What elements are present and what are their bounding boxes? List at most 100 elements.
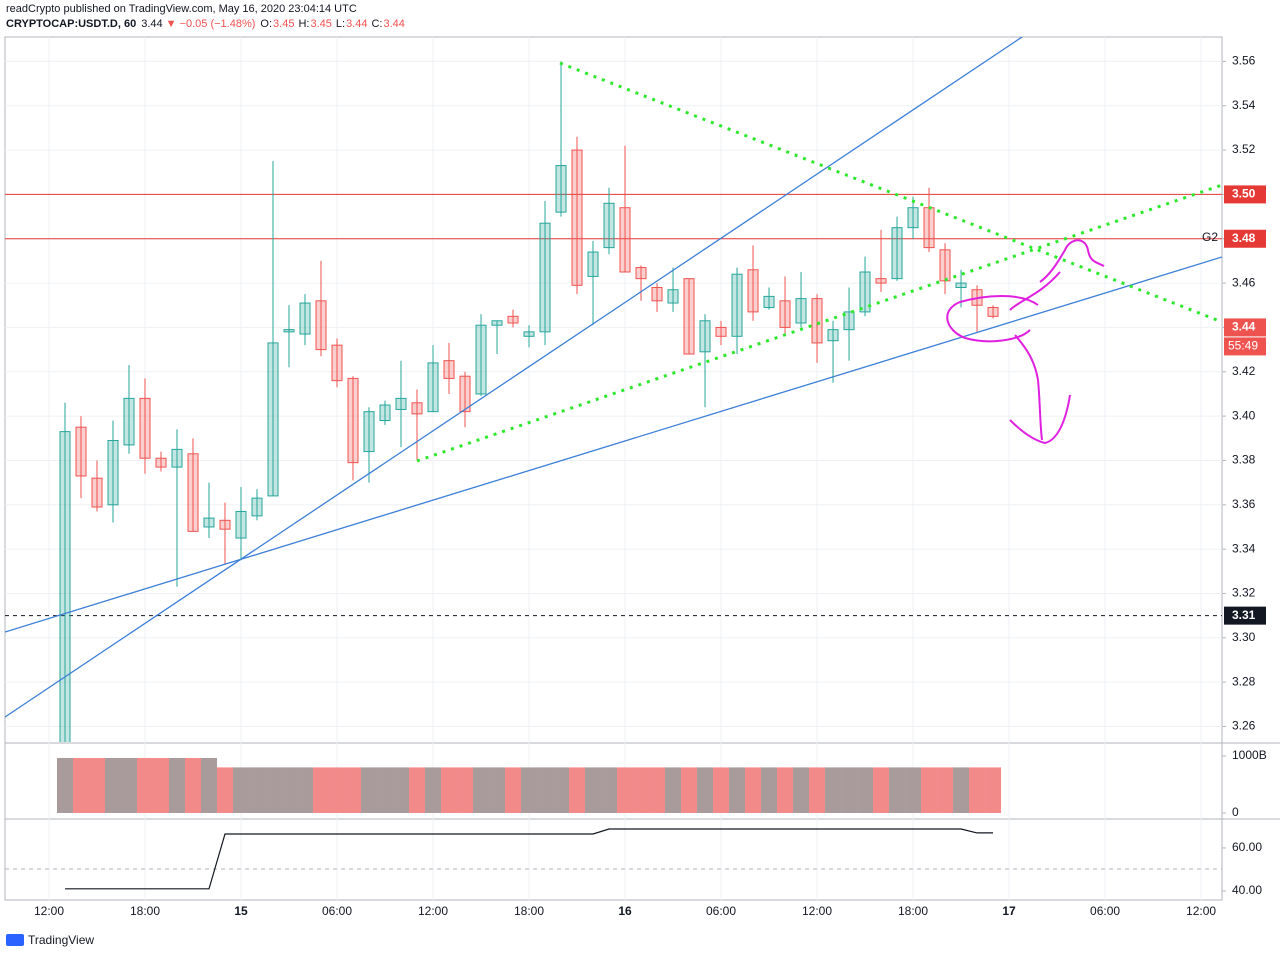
- candle-body: [379, 404, 391, 422]
- volume-bar: [185, 757, 202, 813]
- candle-body: [619, 207, 631, 273]
- volume-bar: [841, 767, 858, 813]
- candle-body: [107, 439, 119, 506]
- volume-bar: [217, 767, 234, 813]
- candle-body: [315, 300, 327, 351]
- y-tick-label: 3.52: [1232, 142, 1256, 156]
- price-level-label: 3.31: [1232, 608, 1256, 622]
- volume-bar: [809, 767, 826, 813]
- brand: TradingView: [28, 933, 94, 947]
- candle-body: [395, 397, 407, 410]
- volume-bar: [153, 757, 170, 813]
- volume-bar: [121, 757, 138, 813]
- ohlc-key: O:: [260, 18, 272, 30]
- y-tick-label: 3.46: [1232, 275, 1256, 289]
- candle-body: [923, 207, 935, 249]
- volume-bar: [681, 767, 698, 813]
- volume-bar: [873, 767, 890, 813]
- candle-body: [283, 329, 295, 333]
- candle-body: [811, 298, 823, 344]
- candle-body: [235, 510, 247, 539]
- candle-body: [779, 300, 791, 328]
- x-tick-label: 12:00: [802, 904, 832, 918]
- candle-body: [91, 477, 103, 508]
- volume-bar: [825, 767, 842, 813]
- freehand: [946, 295, 1039, 343]
- volume-bar: [761, 767, 778, 813]
- candle-body: [955, 282, 967, 289]
- candle-body: [747, 269, 759, 313]
- volume-bar: [489, 767, 506, 813]
- candle-body: [411, 402, 423, 415]
- y-tick-label: 3.38: [1232, 453, 1256, 467]
- volume-bar: [201, 757, 218, 813]
- candle-body: [523, 331, 535, 337]
- change: ▼ −0.05 (−1.48%): [166, 18, 256, 30]
- candle-body: [843, 311, 855, 331]
- candle-body: [587, 251, 599, 277]
- volume-bar: [345, 767, 362, 813]
- candle-body: [475, 324, 487, 395]
- price-level-badge: [1224, 606, 1266, 625]
- candle-body: [187, 453, 199, 532]
- candle-body: [859, 271, 871, 313]
- volume-bar: [89, 757, 106, 813]
- y-tick-label: 3.30: [1232, 630, 1256, 644]
- x-tick-label: 12:00: [418, 904, 448, 918]
- price-level-label: 3.48: [1232, 231, 1256, 245]
- volume-bar: [57, 757, 74, 813]
- x-tick-label: 06:00: [322, 904, 352, 918]
- volume-bar: [921, 767, 938, 813]
- volume-bar: [313, 767, 330, 813]
- candle-body: [571, 149, 583, 286]
- volume-bar: [409, 767, 426, 813]
- x-tick-label: 18:00: [898, 904, 928, 918]
- ohlc-value: 3.45: [310, 18, 331, 30]
- volume-bar: [249, 767, 266, 813]
- candle-body: [75, 426, 87, 477]
- y-tick-label: 3.32: [1232, 586, 1256, 600]
- y-tick-label: 1000B: [1232, 748, 1267, 762]
- last-price-badge: [1224, 318, 1266, 337]
- x-tick-label: 16: [618, 904, 632, 918]
- ohlc-value: 3.44: [383, 18, 404, 30]
- candle-body: [875, 278, 887, 284]
- volume-bar: [585, 767, 602, 813]
- volume-bar: [713, 767, 730, 813]
- volume-bar: [793, 767, 810, 813]
- candle-body: [251, 497, 263, 517]
- y-tick-label: 0: [1232, 805, 1239, 819]
- volume-bar: [457, 767, 474, 813]
- y-tick-label: 60.00: [1232, 840, 1262, 854]
- candle-body: [427, 362, 439, 413]
- freehand: [1009, 239, 1105, 311]
- trend-line: [5, 37, 1024, 718]
- candle-body: [203, 517, 215, 528]
- candle-body: [987, 306, 999, 317]
- candle-body: [907, 207, 919, 229]
- candle-body: [123, 397, 135, 446]
- candle-body: [651, 287, 663, 302]
- candle-body: [443, 360, 455, 379]
- candle-body: [731, 273, 743, 337]
- candle-body: [603, 202, 615, 249]
- candle-body: [891, 227, 903, 280]
- candle-body: [155, 457, 167, 468]
- ohlc-key: H:: [298, 18, 309, 30]
- trend-line-dotted: [559, 61, 1222, 324]
- candle-body: [139, 397, 151, 459]
- x-tick-label: 12:00: [1186, 904, 1216, 918]
- y-tick-label: 3.36: [1232, 497, 1256, 511]
- candle-body: [299, 302, 311, 335]
- volume-bar: [889, 767, 906, 813]
- candle-body: [507, 315, 519, 324]
- drawings: [5, 37, 1222, 718]
- price-level-badge: [1224, 229, 1266, 248]
- candle-body: [267, 342, 279, 497]
- x-tick-label: 06:00: [706, 904, 736, 918]
- candle-body: [683, 278, 695, 355]
- volume-bar: [745, 767, 762, 813]
- brand-logo: [6, 934, 24, 946]
- volume-bar: [265, 767, 282, 813]
- candle-body: [699, 320, 711, 353]
